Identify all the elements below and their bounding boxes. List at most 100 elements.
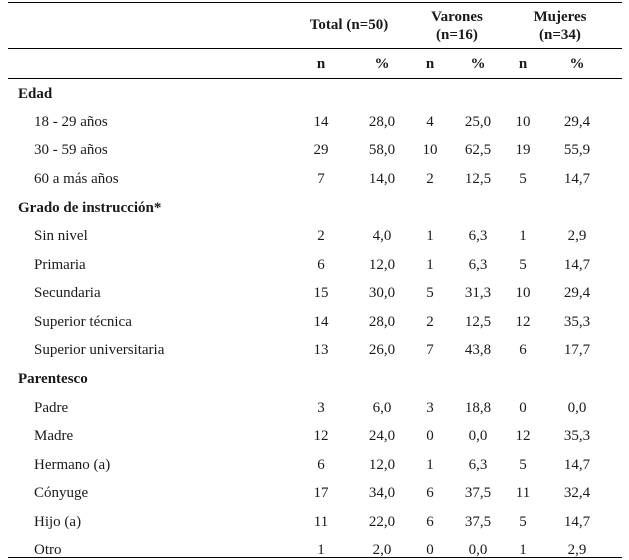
table-cell: 28,0: [368, 114, 396, 130]
table-cell: 2: [317, 228, 325, 244]
section-title: Grado de instrucción*: [18, 200, 162, 216]
table-cell: 10: [515, 285, 531, 301]
table-cell: 6,3: [468, 228, 488, 244]
table-cell: 2: [426, 314, 434, 330]
table-cell: 18,8: [464, 400, 492, 416]
table-cell: 43,8: [464, 342, 492, 358]
row-label: Superior técnica: [34, 314, 132, 330]
table-bottom-rule: [8, 557, 622, 558]
row-label: Otro: [34, 542, 62, 558]
table-cell: 25,0: [464, 114, 492, 130]
row-label: 30 - 59 años: [34, 142, 108, 158]
subheader-n: n: [425, 56, 435, 72]
section-title: Edad: [18, 86, 53, 102]
table-cell: 5: [519, 171, 527, 187]
table-cell: 35,3: [563, 314, 591, 330]
table-cell: 12: [515, 314, 531, 330]
table-cell: 14: [313, 114, 329, 130]
table-cell: 28,0: [368, 314, 396, 330]
table-cell: 6,3: [468, 457, 488, 473]
table-cell: 29: [313, 142, 329, 158]
table-cell: 6: [317, 257, 325, 273]
table-cell: 0: [519, 400, 527, 416]
subheader-n: n: [518, 56, 528, 72]
table-cell: 15: [313, 285, 329, 301]
table-cell: 0,0: [468, 542, 488, 558]
table-cell: 14,7: [563, 257, 591, 273]
row-label: Superior universitaria: [34, 342, 165, 358]
table-cell: 17,7: [563, 342, 591, 358]
subheader-percent: %: [470, 56, 486, 72]
table-cell: 4: [426, 114, 434, 130]
table-cell: 24,0: [368, 428, 396, 444]
table-cell: 10: [422, 142, 438, 158]
header-varones: Varones: [431, 9, 483, 25]
row-label: Secundaria: [34, 285, 101, 301]
table-cell: 7: [426, 342, 434, 358]
table-cell: 12: [313, 428, 329, 444]
subheader-rule: [8, 78, 622, 79]
table-cell: 6: [317, 457, 325, 473]
table-cell: 11: [313, 514, 329, 530]
table-cell: 14,0: [368, 171, 396, 187]
section-title: Parentesco: [18, 371, 88, 387]
header-varones-n: (n=16): [436, 27, 478, 43]
table-cell: 2,9: [567, 542, 587, 558]
table-cell: 2,0: [372, 542, 392, 558]
table-cell: 7: [317, 171, 325, 187]
table-cell: 62,5: [464, 142, 492, 158]
header-mujeres: Mujeres: [533, 9, 587, 25]
subheader-n: n: [316, 56, 326, 72]
table-cell: 35,3: [563, 428, 591, 444]
table-cell: 26,0: [368, 342, 396, 358]
row-label: Madre: [34, 428, 74, 444]
table-cell: 29,4: [563, 285, 591, 301]
table-cell: 12: [515, 428, 531, 444]
table-cell: 29,4: [563, 114, 591, 130]
table-cell: 0: [426, 428, 434, 444]
table-cell: 6: [519, 342, 527, 358]
table-cell: 1: [519, 542, 527, 558]
table-cell: 2,9: [567, 228, 587, 244]
row-label: Sin nivel: [34, 228, 88, 244]
table-cell: 6: [426, 514, 434, 530]
table-cell: 37,5: [464, 514, 492, 530]
table-cell: 12,5: [464, 314, 492, 330]
row-label: Hermano (a): [34, 457, 111, 473]
table-cell: 34,0: [368, 485, 396, 501]
table-cell: 22,0: [368, 514, 396, 530]
table-cell: 37,5: [464, 485, 492, 501]
table-cell: 5: [426, 285, 434, 301]
row-label: 18 - 29 años: [34, 114, 108, 130]
header-rule: [8, 48, 622, 49]
table-cell: 14,7: [563, 171, 591, 187]
table-cell: 3: [426, 400, 434, 416]
table-cell: 10: [515, 114, 531, 130]
table-cell: 4,0: [372, 228, 392, 244]
table-cell: 1: [426, 457, 434, 473]
table-cell: 13: [313, 342, 329, 358]
table-cell: 19: [515, 142, 531, 158]
table-cell: 58,0: [368, 142, 396, 158]
table-cell: 0,0: [468, 428, 488, 444]
table-cell: 5: [519, 257, 527, 273]
row-label: Padre: [34, 400, 69, 416]
header-total: Total (n=50): [309, 17, 389, 33]
table-cell: 12,0: [368, 257, 396, 273]
table-top-rule: [8, 2, 622, 3]
table-cell: 32,4: [563, 485, 591, 501]
table-cell: 12,0: [368, 457, 396, 473]
table-cell: 6,0: [372, 400, 392, 416]
table-cell: 0: [426, 542, 434, 558]
table-cell: 14: [313, 314, 329, 330]
table-cell: 1: [426, 257, 434, 273]
table-cell: 2: [426, 171, 434, 187]
table-cell: 12,5: [464, 171, 492, 187]
table-cell: 1: [519, 228, 527, 244]
row-label: Cónyuge: [34, 485, 89, 501]
table-cell: 30,0: [368, 285, 396, 301]
table-cell: 1: [426, 228, 434, 244]
table-cell: 5: [519, 514, 527, 530]
table-cell: 17: [313, 485, 329, 501]
